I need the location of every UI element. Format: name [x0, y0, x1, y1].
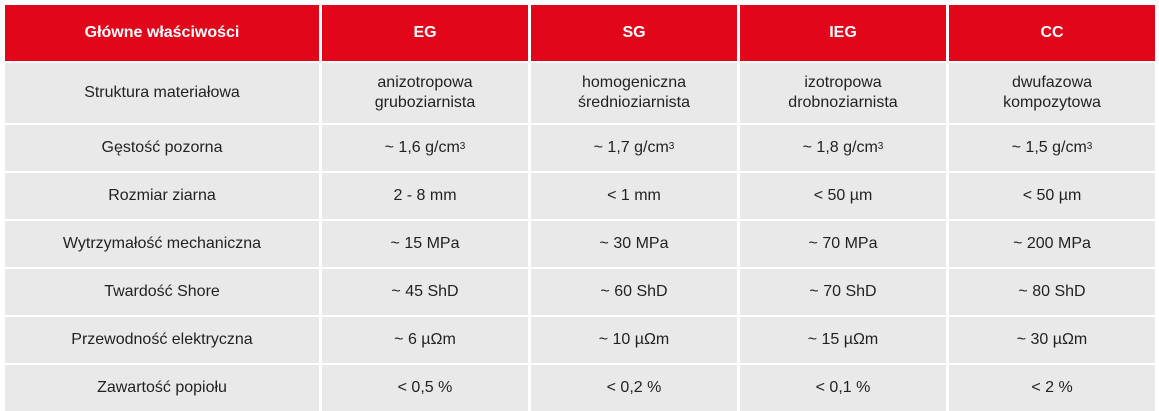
cell-density-ieg: ~ 1,8 g/cm 3 — [740, 125, 946, 171]
row-label-density: Gęstość pozorna — [5, 125, 319, 171]
cell-hardness-eg: ~ 45 ShD — [322, 269, 528, 315]
cell-density-sg: ~ 1,7 g/cm 3 — [531, 125, 737, 171]
row-label-ash-content: Zawartość popiołu — [5, 365, 319, 411]
cell-line: homogeniczna — [581, 74, 687, 91]
cell-line: drobnoziarnista — [788, 94, 898, 111]
properties-table: Główne właściwości EG SG IEG CC Struktur… — [5, 5, 1155, 411]
row-label-hardness: Twardość Shore — [5, 269, 319, 315]
cell-conductivity-ieg: ~ 15 µΩm — [740, 317, 946, 363]
cell-strength-ieg: ~ 70 MPa — [740, 221, 946, 267]
row-label-conductivity: Przewodność elektryczna — [5, 317, 319, 363]
cell-ash-cc: < 2 % — [949, 365, 1155, 411]
cell-structure-ieg: izotropowa drobnoziarnista — [740, 63, 946, 123]
cell-structure-eg: anizotropowa gruboziarnista — [322, 63, 528, 123]
cell-value: ~ 1,8 g/cm — [802, 139, 878, 156]
cell-line: gruboziarnista — [374, 94, 476, 111]
row-label-strength: Wytrzymałość mechaniczna — [5, 221, 319, 267]
cell-grain-sg: < 1 mm — [531, 173, 737, 219]
header-eg: EG — [322, 5, 528, 61]
cell-ash-sg: < 0,2 % — [531, 365, 737, 411]
cell-strength-eg: ~ 15 MPa — [322, 221, 528, 267]
cell-grain-ieg: < 50 µm — [740, 173, 946, 219]
cell-value: ~ 1,6 g/cm — [384, 139, 460, 156]
header-sg: SG — [531, 5, 737, 61]
cell-structure-sg: homogeniczna średnioziarnista — [531, 63, 737, 123]
header-ieg: IEG — [740, 5, 946, 61]
cell-hardness-cc: ~ 80 ShD — [949, 269, 1155, 315]
header-properties: Główne właściwości — [5, 5, 319, 61]
cell-strength-sg: ~ 30 MPa — [531, 221, 737, 267]
cell-line: izotropowa — [804, 74, 882, 91]
cell-ash-ieg: < 0,1 % — [740, 365, 946, 411]
cell-value: ~ 1,7 g/cm — [593, 139, 669, 156]
header-cc: CC — [949, 5, 1155, 61]
cell-conductivity-cc: ~ 30 µΩm — [949, 317, 1155, 363]
cell-density-cc: ~ 1,5 g/cm 3 — [949, 125, 1155, 171]
cell-line: anizotropowa — [377, 74, 473, 91]
cell-structure-cc: dwufazowa kompozytowa — [949, 63, 1155, 123]
cell-line: dwufazowa — [1011, 74, 1093, 91]
cell-conductivity-eg: ~ 6 µΩm — [322, 317, 528, 363]
cell-line: kompozytowa — [1003, 94, 1101, 111]
cell-grain-cc: < 50 µm — [949, 173, 1155, 219]
cell-hardness-ieg: ~ 70 ShD — [740, 269, 946, 315]
cell-value: ~ 1,5 g/cm — [1011, 139, 1087, 156]
cell-strength-cc: ~ 200 MPa — [949, 221, 1155, 267]
row-label-structure: Struktura materiałowa — [5, 63, 319, 123]
cell-hardness-sg: ~ 60 ShD — [531, 269, 737, 315]
cell-line: średnioziarnista — [577, 94, 691, 111]
cell-grain-eg: 2 - 8 mm — [322, 173, 528, 219]
cell-density-eg: ~ 1,6 g/cm 3 — [322, 125, 528, 171]
cell-conductivity-sg: ~ 10 µΩm — [531, 317, 737, 363]
cell-ash-eg: < 0,5 % — [322, 365, 528, 411]
row-label-grain-size: Rozmiar ziarna — [5, 173, 319, 219]
